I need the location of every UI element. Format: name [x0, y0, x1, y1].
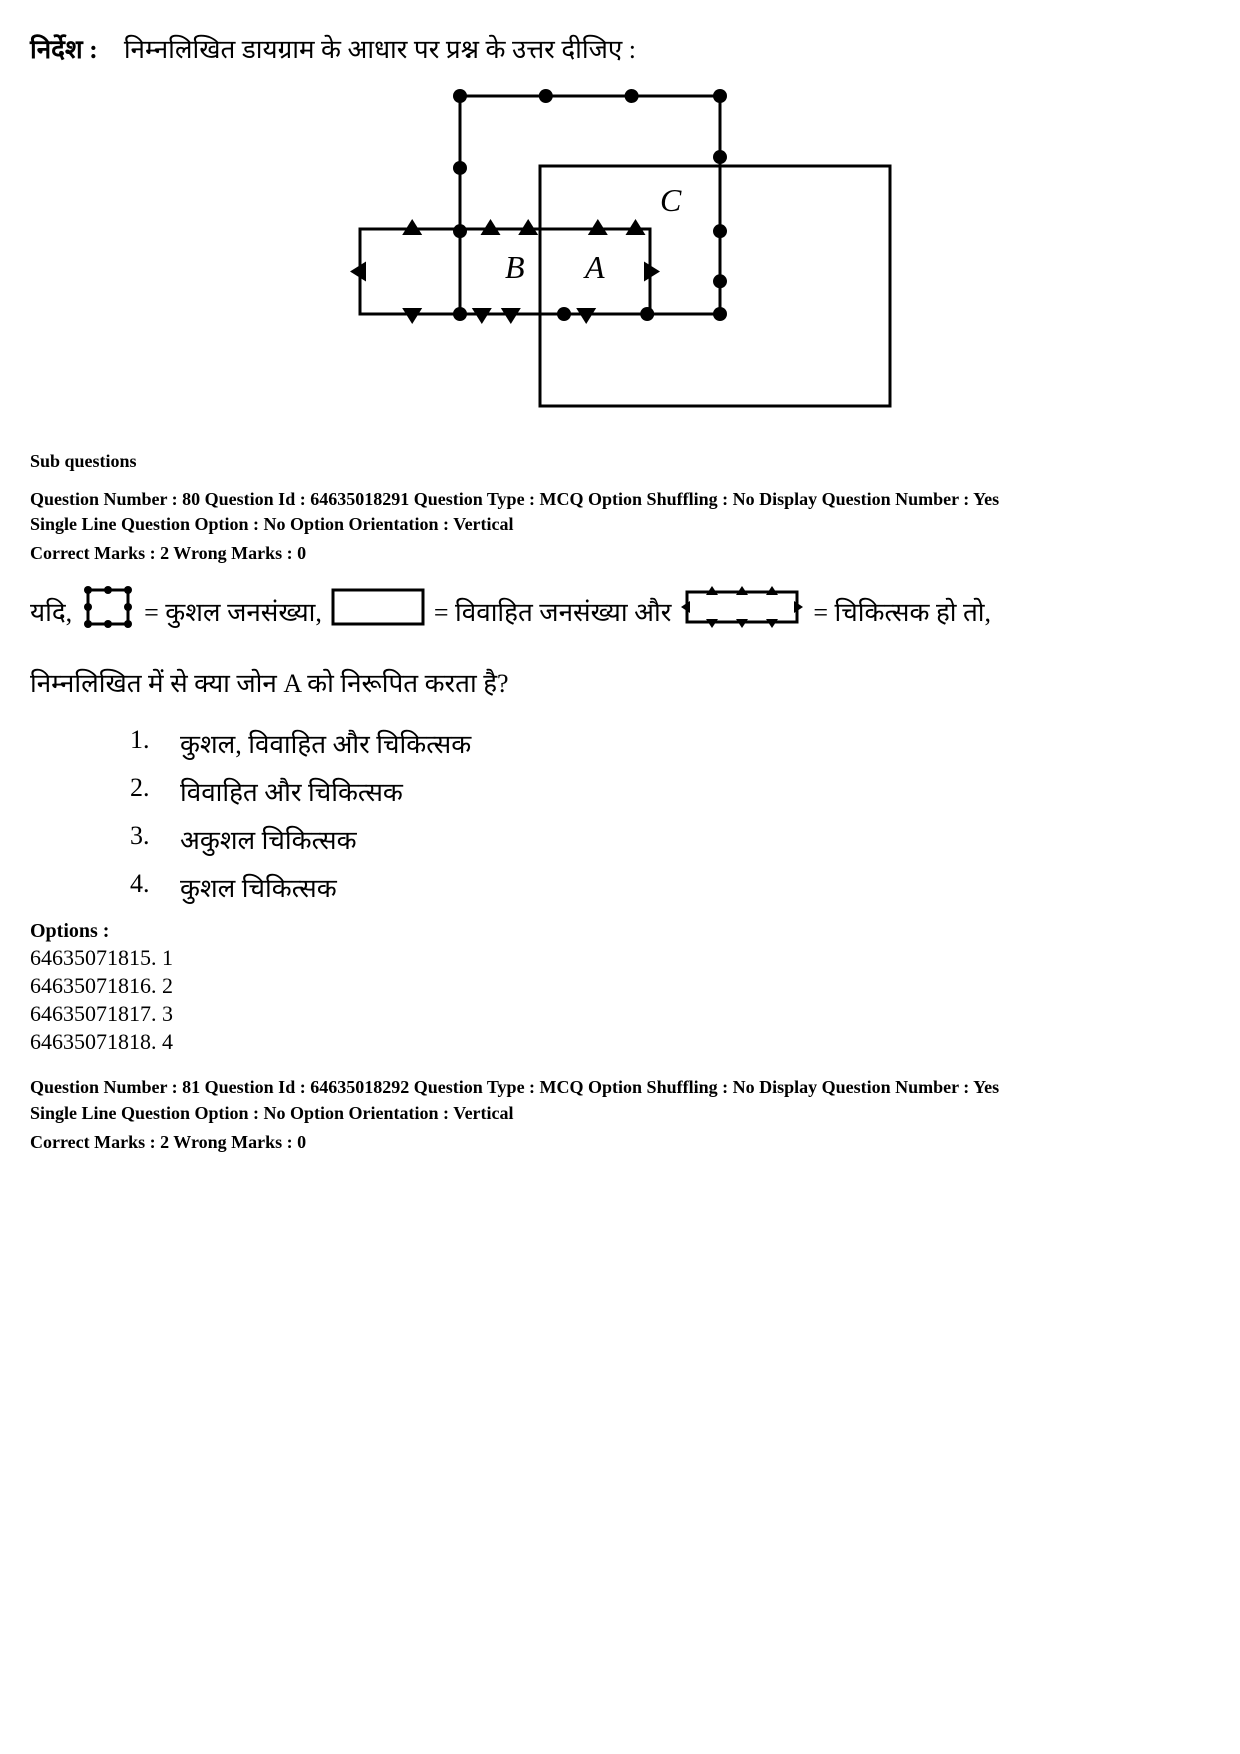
option-row: 2.विवाहित और चिकित्सक [130, 773, 1210, 809]
option-number: 1. [130, 725, 180, 761]
legend-text-3: = चिकित्सक हो तो, [813, 593, 991, 629]
option-number: 4. [130, 869, 180, 905]
svg-text:C: C [660, 182, 682, 218]
q80-marks: Correct Marks : 2 Wrong Marks : 0 [30, 543, 1210, 564]
svg-text:A: A [583, 249, 605, 285]
main-diagram: A B C [30, 86, 1210, 421]
option-number: 2. [130, 773, 180, 809]
q81-meta: Question Number : 81 Question Id : 64635… [30, 1075, 1210, 1125]
q80-meta: Question Number : 80 Question Id : 64635… [30, 487, 1210, 537]
legend-prefix: यदि, [30, 593, 72, 629]
options-header: Options : [30, 920, 1210, 943]
q80-options-list: 1.कुशल, विवाहित और चिकित्सक2.विवाहित और … [30, 725, 1210, 905]
option-row: 4.कुशल चिकित्सक [130, 869, 1210, 905]
option-text: कुशल चिकित्सक [180, 869, 337, 905]
option-id: 64635071816. 2 [30, 973, 1210, 999]
option-text: कुशल, विवाहित और चिकित्सक [180, 725, 471, 761]
q81-meta-line1: Question Number : 81 Question Id : 64635… [30, 1077, 999, 1097]
option-id: 64635071815. 1 [30, 945, 1210, 971]
diagram-svg: A B C [340, 86, 900, 416]
q80-meta-line1: Question Number : 80 Question Id : 64635… [30, 489, 999, 509]
legend-icon-plain [328, 582, 428, 639]
sub-questions-header: Sub questions [30, 451, 1210, 472]
option-id: 64635071818. 4 [30, 1029, 1210, 1055]
q80-question: निम्नलिखित में से क्या जोन A को निरूपित … [30, 664, 1210, 700]
option-text: अकुशल चिकित्सक [180, 821, 357, 857]
legend-text-1: = कुशल जनसंख्या, [144, 593, 322, 629]
legend-text-2: = विवाहित जनसंख्या और [434, 593, 671, 629]
q80-meta-line2: Single Line Question Option : No Option … [30, 514, 514, 534]
legend-icon-triangles [677, 582, 807, 639]
q80-option-ids: 64635071815. 164635071816. 264635071817.… [30, 945, 1210, 1055]
svg-text:B: B [505, 249, 525, 285]
legend-icon-dots [78, 582, 138, 639]
q81-marks: Correct Marks : 2 Wrong Marks : 0 [30, 1132, 1210, 1153]
instruction-line: निर्देश : निम्नलिखित डायग्राम के आधार पर… [30, 30, 1210, 66]
option-id: 64635071817. 3 [30, 1001, 1210, 1027]
instruction-text: निम्नलिखित डायग्राम के आधार पर प्रश्न के… [124, 35, 636, 64]
option-text: विवाहित और चिकित्सक [180, 773, 403, 809]
q81-meta-line2: Single Line Question Option : No Option … [30, 1103, 514, 1123]
option-number: 3. [130, 821, 180, 857]
legend-line: यदि, = कुशल जनसंख्या, = विवाहित जनसंख्या… [30, 582, 1210, 639]
instruction-label: निर्देश : [30, 35, 98, 64]
option-row: 1.कुशल, विवाहित और चिकित्सक [130, 725, 1210, 761]
option-row: 3.अकुशल चिकित्सक [130, 821, 1210, 857]
